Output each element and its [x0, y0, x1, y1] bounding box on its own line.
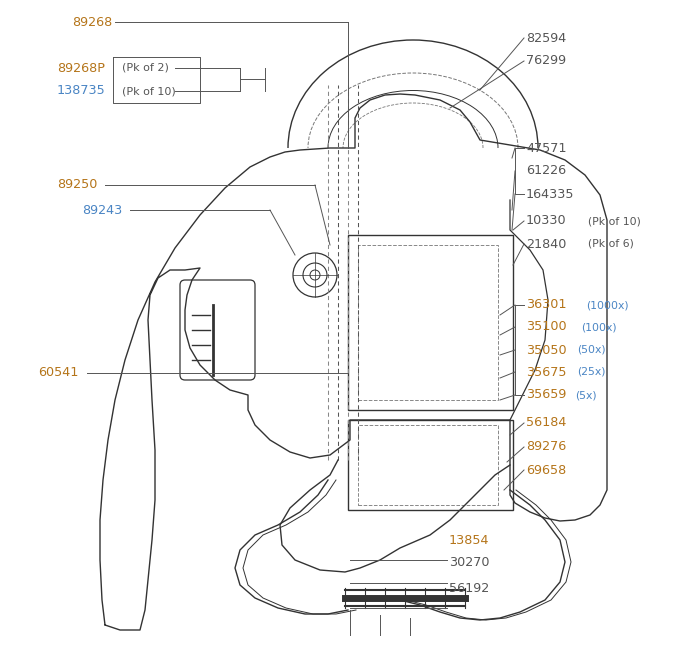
Text: 89243: 89243: [82, 204, 122, 217]
Text: 47571: 47571: [526, 141, 566, 155]
Text: (5x): (5x): [575, 390, 597, 400]
Bar: [348, 235, 513, 410]
Text: 89268P: 89268P: [57, 61, 105, 75]
Text: 35100: 35100: [526, 321, 566, 333]
Text: (25x): (25x): [577, 367, 606, 377]
Text: 30270: 30270: [449, 557, 489, 570]
Text: (1000x): (1000x): [586, 300, 628, 310]
Text: 69658: 69658: [526, 464, 566, 477]
Text: 82594: 82594: [526, 32, 566, 45]
Bar: [348, 420, 513, 510]
Bar: [358, 245, 498, 400]
Text: (100x): (100x): [581, 322, 617, 332]
Text: 35050: 35050: [526, 344, 566, 357]
Text: 35659: 35659: [526, 388, 566, 401]
Text: 56184: 56184: [526, 417, 566, 430]
Text: 35675: 35675: [526, 366, 566, 379]
Text: (50x): (50x): [577, 345, 606, 355]
Text: 61226: 61226: [526, 164, 566, 177]
Text: 164335: 164335: [526, 188, 575, 201]
Text: 138735: 138735: [57, 84, 105, 97]
Text: 89250: 89250: [57, 179, 97, 192]
Text: 21840: 21840: [526, 237, 566, 250]
Text: 10330: 10330: [526, 215, 566, 228]
Text: (Pk of 10): (Pk of 10): [122, 86, 176, 96]
Text: 13854: 13854: [449, 533, 489, 546]
Text: 56192: 56192: [449, 582, 489, 595]
Text: (Pk of 6): (Pk of 6): [588, 239, 634, 249]
Text: 60541: 60541: [38, 366, 79, 379]
Text: (Pk of 10): (Pk of 10): [588, 216, 641, 226]
Text: 89268: 89268: [72, 15, 112, 28]
Text: 89276: 89276: [526, 441, 566, 453]
Text: (Pk of 2): (Pk of 2): [122, 63, 169, 73]
Text: 36301: 36301: [526, 299, 566, 312]
Text: 76299: 76299: [526, 54, 566, 68]
Bar: [358, 425, 498, 505]
